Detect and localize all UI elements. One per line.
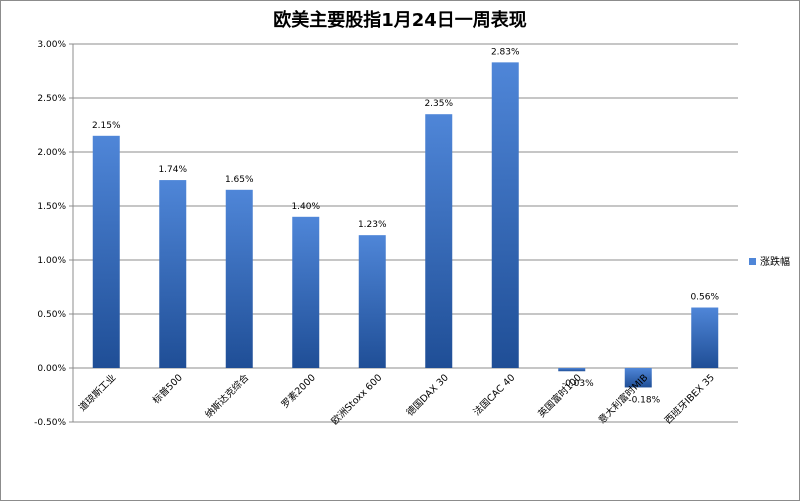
x-tick-label: 罗素2000: [279, 372, 318, 411]
y-tick-label: 2.50%: [37, 94, 66, 104]
data-label: 0.56%: [690, 293, 719, 303]
bar: [92, 135, 120, 368]
bars: [92, 62, 719, 388]
legend-label: 涨跌幅: [760, 255, 790, 268]
x-tick-label: 欧洲Stoxx 600: [329, 372, 385, 428]
data-label: 2.83%: [491, 47, 520, 57]
y-tick-label: 3.00%: [37, 40, 66, 50]
data-label: -0.18%: [628, 395, 660, 405]
chart-title: 欧美主要股指1月24日一周表现: [273, 10, 527, 31]
bar: [425, 114, 453, 368]
data-label: 1.40%: [291, 202, 320, 212]
x-tick-label: 法国CAC 40: [471, 372, 517, 418]
x-tick-label: 标普500: [150, 372, 185, 407]
legend: 涨跌幅: [749, 255, 790, 268]
bar: [624, 368, 652, 388]
bar: [491, 62, 519, 369]
data-label: -0.03%: [562, 379, 594, 389]
y-tick-label: 0.50%: [37, 310, 66, 320]
x-tick-label: 英国富时100: [536, 372, 584, 420]
data-label: 2.35%: [424, 99, 453, 109]
bar: [358, 235, 386, 368]
data-label: 1.23%: [358, 220, 387, 230]
data-label: 2.15%: [92, 121, 121, 131]
data-label: 1.65%: [225, 175, 254, 185]
bar: [159, 180, 187, 368]
x-tick-label: 德国DAX 30: [404, 372, 451, 419]
y-tick-label: 2.00%: [37, 148, 66, 158]
legend-swatch: [749, 258, 756, 265]
bar: [292, 216, 320, 368]
data-label: 1.74%: [158, 165, 187, 175]
bar: [225, 189, 253, 368]
x-tick-label: 道琼斯工业: [76, 372, 118, 414]
x-tick-label: 纳斯达克综合: [203, 371, 252, 420]
y-tick-label: 0.00%: [37, 364, 66, 374]
y-tick-label: 1.00%: [37, 256, 66, 266]
bar: [691, 307, 719, 368]
bar: [558, 368, 586, 372]
y-tick-label: -0.50%: [34, 418, 66, 428]
x-tick-label: 西班牙IBEX 35: [662, 372, 717, 427]
y-tick-label: 1.50%: [37, 202, 66, 212]
